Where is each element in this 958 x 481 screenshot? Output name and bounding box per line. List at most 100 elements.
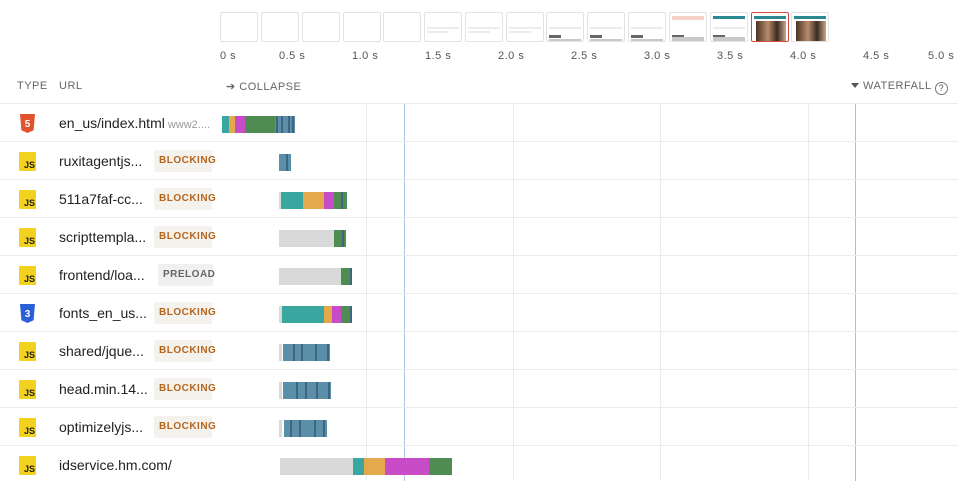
- request-url[interactable]: 511a7faf-cc...: [59, 191, 143, 207]
- waterfall-segment-download[interactable]: [284, 420, 327, 437]
- filmstrip-frame[interactable]: [220, 12, 258, 42]
- waterfall-segment-ssl[interactable]: [332, 306, 341, 323]
- waterfall-segment-connect[interactable]: [364, 458, 385, 475]
- filmstrip-frame[interactable]: [587, 12, 625, 42]
- css3-file-icon: 3: [19, 304, 36, 323]
- request-url[interactable]: ruxitagentjs...: [59, 153, 142, 169]
- first-paint-marker: [404, 103, 405, 481]
- waterfall-segment-download[interactable]: [283, 382, 331, 399]
- filmstrip-frame[interactable]: [424, 12, 462, 42]
- request-url-text: fonts_en_us...: [59, 305, 147, 321]
- filmstrip-frame[interactable]: [628, 12, 666, 42]
- request-url[interactable]: shared/jque...: [59, 343, 144, 359]
- waterfall-segment-ssl[interactable]: [385, 458, 429, 475]
- time-tick-label: 3.0 s: [644, 50, 671, 62]
- waterfall-chunk-marker: [286, 154, 288, 171]
- waterfall-chunk-marker: [323, 420, 325, 437]
- filmstrip-frame[interactable]: [383, 12, 421, 42]
- time-tick-label: 4.0 s: [790, 50, 817, 62]
- request-row[interactable]: JS head.min.14... BLOCKING: [0, 369, 958, 407]
- waterfall-segment-ssl[interactable]: [235, 116, 245, 133]
- filmstrip-frame[interactable]: [506, 12, 544, 42]
- waterfall-segment-queued[interactable]: [279, 420, 282, 437]
- javascript-file-icon: JS: [19, 152, 36, 171]
- waterfall-segment-download[interactable]: [275, 116, 295, 133]
- type-column-header: TYPE: [17, 80, 48, 92]
- filmstrip-frame[interactable]: [302, 12, 340, 42]
- waterfall-chunk-marker: [350, 268, 352, 285]
- waterfall-segment-dns[interactable]: [222, 116, 229, 133]
- waterfall-segment-ssl[interactable]: [324, 192, 334, 209]
- request-row[interactable]: JS 511a7faf-cc... BLOCKING: [0, 179, 958, 217]
- waterfall-segment-ttfb[interactable]: [334, 230, 346, 247]
- waterfall-chunk-marker: [328, 382, 330, 399]
- request-url-text: head.min.14...: [59, 381, 148, 397]
- javascript-file-icon: JS: [19, 266, 36, 285]
- javascript-file-icon: JS: [19, 418, 36, 437]
- request-url[interactable]: scripttempla...: [59, 229, 146, 245]
- request-row[interactable]: JS scripttempla... BLOCKING: [0, 217, 958, 255]
- waterfall-segment-download[interactable]: [279, 154, 291, 171]
- filmstrip-frame[interactable]: [343, 12, 381, 42]
- request-row[interactable]: JS frontend/loa... PRELOAD: [0, 255, 958, 293]
- waterfall-segment-ttfb[interactable]: [245, 116, 275, 133]
- time-tick-label: 4.5 s: [863, 50, 890, 62]
- waterfall-segment-ttfb[interactable]: [429, 458, 452, 475]
- svg-text:5: 5: [25, 119, 31, 130]
- waterfall-segment-queued[interactable]: [279, 306, 282, 323]
- waterfall-chunk-marker: [288, 116, 290, 133]
- request-row[interactable]: JS shared/jque... BLOCKING: [0, 331, 958, 369]
- request-url[interactable]: head.min.14...: [59, 381, 148, 397]
- waterfall-segment-queued[interactable]: [279, 230, 334, 247]
- waterfall-chunk-marker: [350, 306, 352, 323]
- request-url[interactable]: idservice.hm.com/: [59, 457, 172, 473]
- request-url[interactable]: optimizelyjs...: [59, 419, 143, 435]
- request-url-text: 511a7faf-cc...: [59, 191, 143, 207]
- waterfall-segment-queued[interactable]: [279, 268, 341, 285]
- filmstrip-frame[interactable]: [751, 12, 789, 42]
- svg-text:3: 3: [25, 309, 31, 320]
- help-icon[interactable]: ?: [934, 82, 948, 95]
- waterfall-segment-ttfb[interactable]: [334, 192, 347, 209]
- waterfall-segment-ttfb[interactable]: [341, 268, 352, 285]
- url-column-header: URL: [59, 80, 83, 92]
- waterfall-segment-queued[interactable]: [279, 382, 282, 399]
- request-row[interactable]: 3 fonts_en_us... BLOCKING: [0, 293, 958, 331]
- waterfall-segment-connect[interactable]: [303, 192, 324, 209]
- filmstrip-frame[interactable]: [710, 12, 748, 42]
- time-tick-label: 1.5 s: [425, 50, 452, 62]
- grid-line: [808, 103, 809, 481]
- waterfall-segment-dns[interactable]: [282, 306, 324, 323]
- filmstrip-frame[interactable]: [669, 12, 707, 42]
- filmstrip-frame[interactable]: [261, 12, 299, 42]
- blocking-badge: BLOCKING: [154, 150, 216, 172]
- request-url[interactable]: frontend/loa...: [59, 267, 145, 283]
- request-url[interactable]: en_us/index.html www2....: [59, 115, 210, 131]
- waterfall-segment-dns[interactable]: [281, 192, 303, 209]
- request-row[interactable]: JS idservice.hm.com/: [0, 445, 958, 481]
- filmstrip-frame[interactable]: [546, 12, 584, 42]
- time-tick-label: 0.5 s: [279, 50, 306, 62]
- waterfall-segment-dns[interactable]: [353, 458, 364, 475]
- sort-caret-icon: [851, 83, 859, 88]
- waterfall-segment-ttfb[interactable]: [341, 306, 352, 323]
- filmstrip-frame[interactable]: [791, 12, 829, 42]
- waterfall-chunk-marker: [305, 382, 307, 399]
- time-tick-label: 2.0 s: [498, 50, 525, 62]
- time-tick-label: 3.5 s: [717, 50, 744, 62]
- request-row[interactable]: JS optimizelyjs... BLOCKING: [0, 407, 958, 445]
- request-row[interactable]: 5 en_us/index.html www2....: [0, 103, 958, 141]
- blocking-badge: BLOCKING: [154, 416, 216, 438]
- request-row[interactable]: JS ruxitagentjs... BLOCKING: [0, 141, 958, 179]
- request-url[interactable]: fonts_en_us...: [59, 305, 147, 321]
- waterfall-sort-toggle[interactable]: WATERFALL?: [851, 80, 948, 95]
- waterfall-segment-connect[interactable]: [229, 116, 235, 133]
- waterfall-segment-download[interactable]: [283, 344, 330, 361]
- collapse-button[interactable]: ➔ COLLAPSE: [226, 81, 302, 93]
- filmstrip-frame[interactable]: [465, 12, 503, 42]
- waterfall-chunk-marker: [301, 344, 303, 361]
- waterfall-segment-connect[interactable]: [324, 306, 332, 323]
- waterfall-segment-queued[interactable]: [279, 344, 282, 361]
- waterfall-segment-queued[interactable]: [280, 458, 353, 475]
- waterfall-segment-queued[interactable]: [279, 192, 281, 209]
